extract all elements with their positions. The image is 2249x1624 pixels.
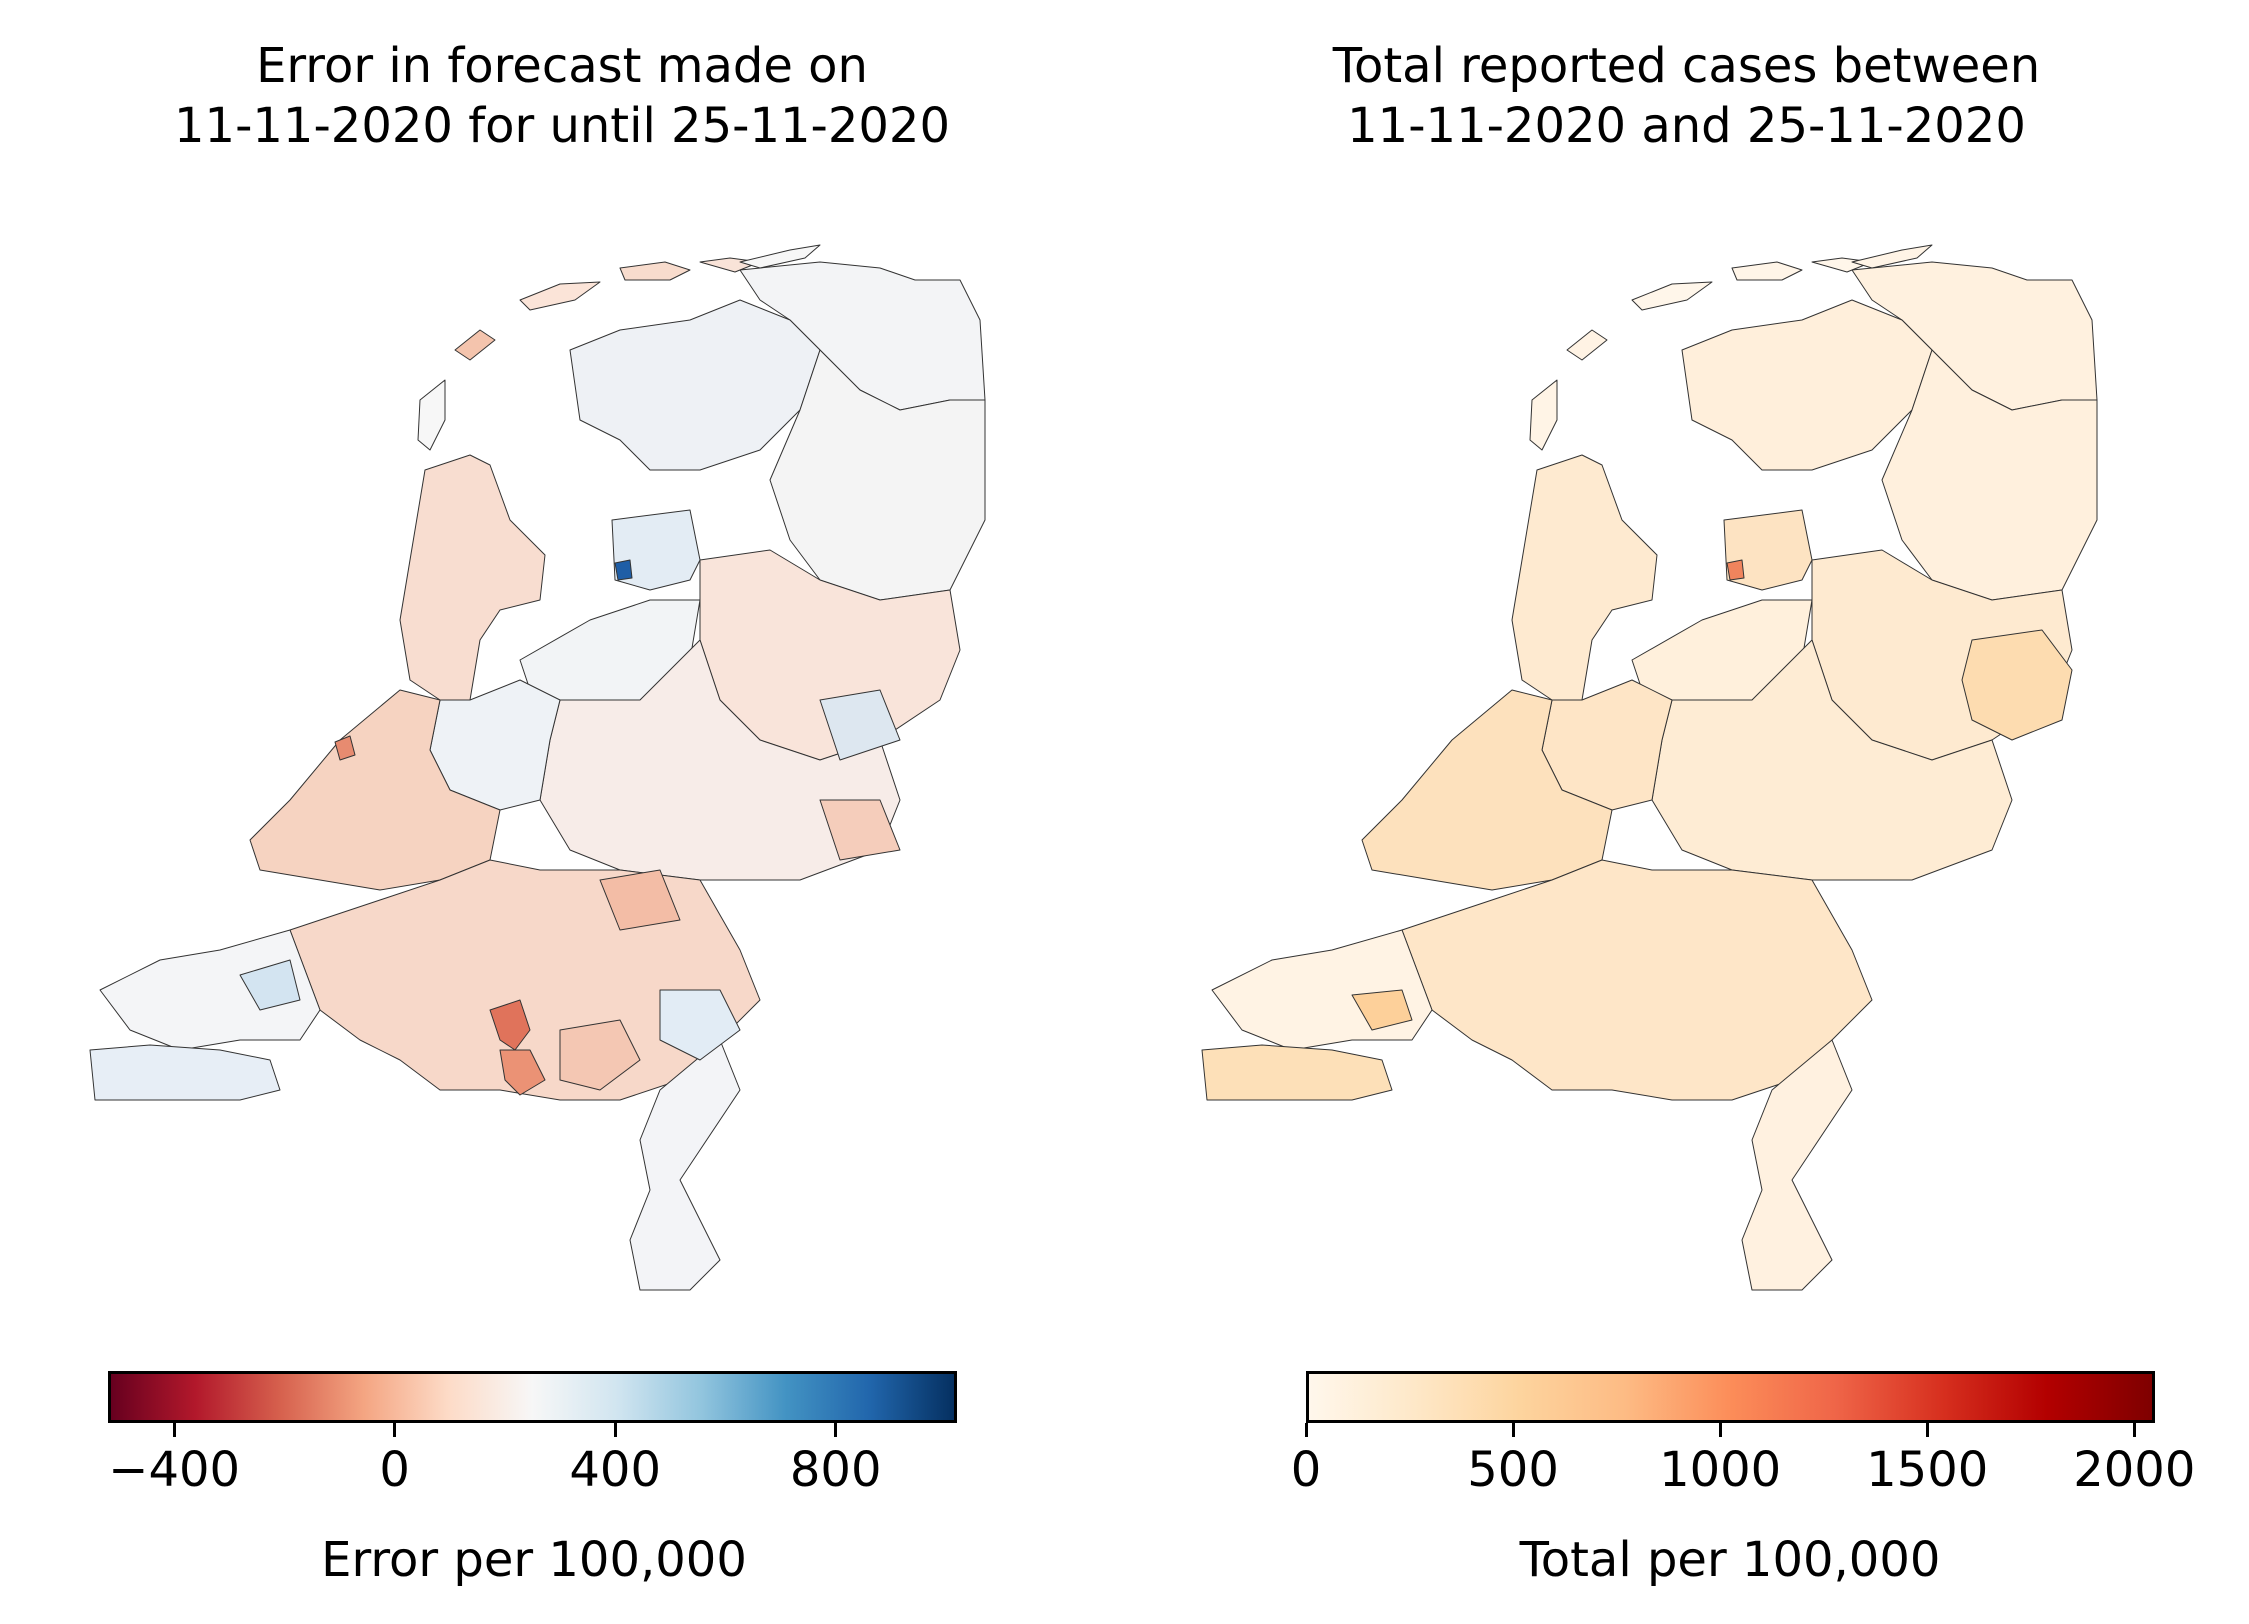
wadden-island xyxy=(1529,379,1558,451)
right-colorbar-tick xyxy=(1511,1423,1515,1437)
cases-choropleth-map xyxy=(1201,244,2098,1291)
wadden-island xyxy=(1631,281,1713,311)
patch-nijmegen xyxy=(659,989,741,1061)
patch-arnhem xyxy=(599,869,681,931)
left-colorbar-tick xyxy=(172,1423,176,1437)
region-limburg xyxy=(629,1039,741,1291)
hotspot-urk xyxy=(614,559,633,581)
left-colorbar-tick-label: 800 xyxy=(789,1442,882,1498)
hotspot-coast xyxy=(334,735,356,761)
cases-colorbar xyxy=(1306,1371,2155,1423)
cases-map-panel: Total reported cases between 11-11-2020 … xyxy=(1124,0,2249,1624)
region-flevoland xyxy=(611,509,701,591)
cases-map-title: Total reported cases between 11-11-2020 … xyxy=(1124,36,2249,156)
patch-eindhoven xyxy=(559,1019,641,1091)
wadden-island xyxy=(454,329,496,361)
right-colorbar-tick-label: 1000 xyxy=(1659,1442,1782,1498)
left-colorbar-tick xyxy=(834,1423,838,1437)
error-choropleth-map xyxy=(89,244,986,1291)
left-colorbar-tick xyxy=(393,1423,397,1437)
right-colorbar-tick-label: 500 xyxy=(1467,1442,1559,1498)
region-zeeuws-vlaanderen xyxy=(1201,1044,1393,1101)
right-colorbar-tick xyxy=(1925,1423,1929,1437)
region-friesland xyxy=(1681,299,1933,471)
error-colorbar xyxy=(108,1371,957,1423)
wadden-island xyxy=(1851,244,1933,269)
error-colorbar-label: Error per 100,000 xyxy=(321,1532,747,1588)
region-flevoland xyxy=(1723,509,1813,591)
region-gelderland xyxy=(1651,639,2013,881)
error-map-title: Error in forecast made on 11-11-2020 for… xyxy=(0,36,1124,156)
hotspot-tilburg-area xyxy=(489,999,531,1051)
region-friesland xyxy=(569,299,821,471)
region-north-holland xyxy=(1511,454,1658,701)
region-north-brabant xyxy=(1401,859,1873,1101)
left-colorbar-tick-label: −400 xyxy=(108,1442,241,1498)
patch-enschede xyxy=(819,689,901,761)
cases-colorbar-label: Total per 100,000 xyxy=(1519,1532,1941,1588)
error-map-title-line2: 11-11-2020 for until 25-11-2020 xyxy=(173,98,950,154)
region-twente xyxy=(1961,629,2073,741)
region-zeeuws-vlaanderen xyxy=(89,1044,281,1101)
wadden-island xyxy=(619,261,691,281)
wadden-island xyxy=(519,281,601,311)
right-colorbar-tick-label: 2000 xyxy=(2073,1442,2196,1498)
hotspot-tilburg-area xyxy=(1351,989,1413,1031)
right-colorbar-tick-label: 1500 xyxy=(1866,1442,1989,1498)
error-map-panel: Error in forecast made on 11-11-2020 for… xyxy=(0,0,1124,1624)
cases-map-title-line1: Total reported cases between xyxy=(1332,38,2041,94)
right-colorbar-tick xyxy=(1718,1423,1722,1437)
wadden-island xyxy=(417,379,446,451)
right-colorbar-tick xyxy=(2132,1423,2136,1437)
wadden-island xyxy=(1731,261,1803,281)
region-zeeland xyxy=(99,929,321,1051)
region-limburg xyxy=(1741,1039,1853,1291)
right-colorbar-tick-label: 0 xyxy=(1290,1442,1322,1498)
wadden-island xyxy=(1566,329,1608,361)
hotspot-baarle-area xyxy=(499,1049,546,1096)
left-colorbar-tick-label: 0 xyxy=(379,1442,410,1498)
left-colorbar-tick xyxy=(613,1423,617,1437)
patch-breda xyxy=(239,959,301,1011)
hotspot-urk xyxy=(1726,559,1745,581)
error-map-title-line1: Error in forecast made on xyxy=(256,38,868,94)
cases-map-title-line2: 11-11-2020 and 25-11-2020 xyxy=(1347,98,2026,154)
right-colorbar-tick xyxy=(1304,1423,1308,1437)
patch-winterswijk xyxy=(819,799,901,861)
wadden-island xyxy=(739,244,821,269)
left-colorbar-tick-label: 400 xyxy=(569,1442,661,1498)
region-north-holland xyxy=(399,454,546,701)
